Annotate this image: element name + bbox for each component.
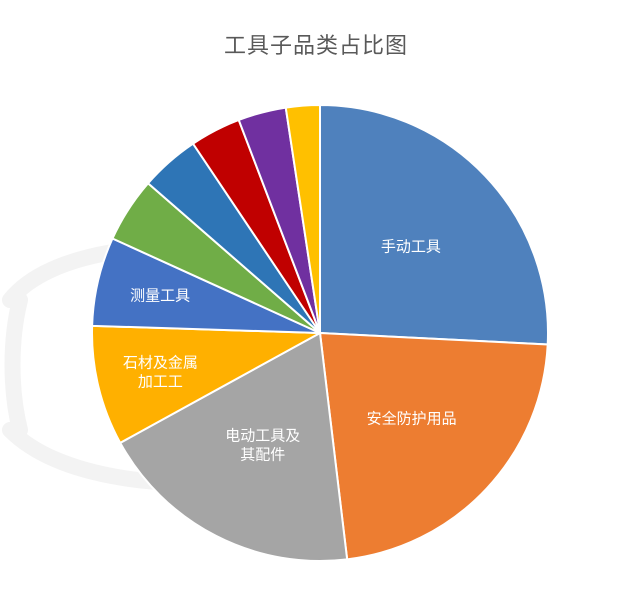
chart-title: 工具子品类占比图	[223, 34, 408, 59]
pie-slice-safety-protection	[318, 331, 549, 561]
pie-label-stone-metal-processing: 石材及金属加工工	[123, 353, 198, 390]
pie-slice-power-tools-accessories	[118, 331, 349, 562]
pie-label-power-tools-accessories: 电动工具及其配件	[225, 427, 300, 464]
pie-slice-yellow	[284, 103, 321, 334]
pie-slice-hand-tools	[319, 103, 549, 346]
pie-label-hand-tools: 手动工具	[381, 238, 441, 256]
pie-slice-stone-metal-processing	[91, 324, 324, 445]
pie-label-measuring-tools: 测量工具	[130, 287, 190, 305]
pie-label-safety-protection: 安全防护用品	[367, 410, 457, 428]
